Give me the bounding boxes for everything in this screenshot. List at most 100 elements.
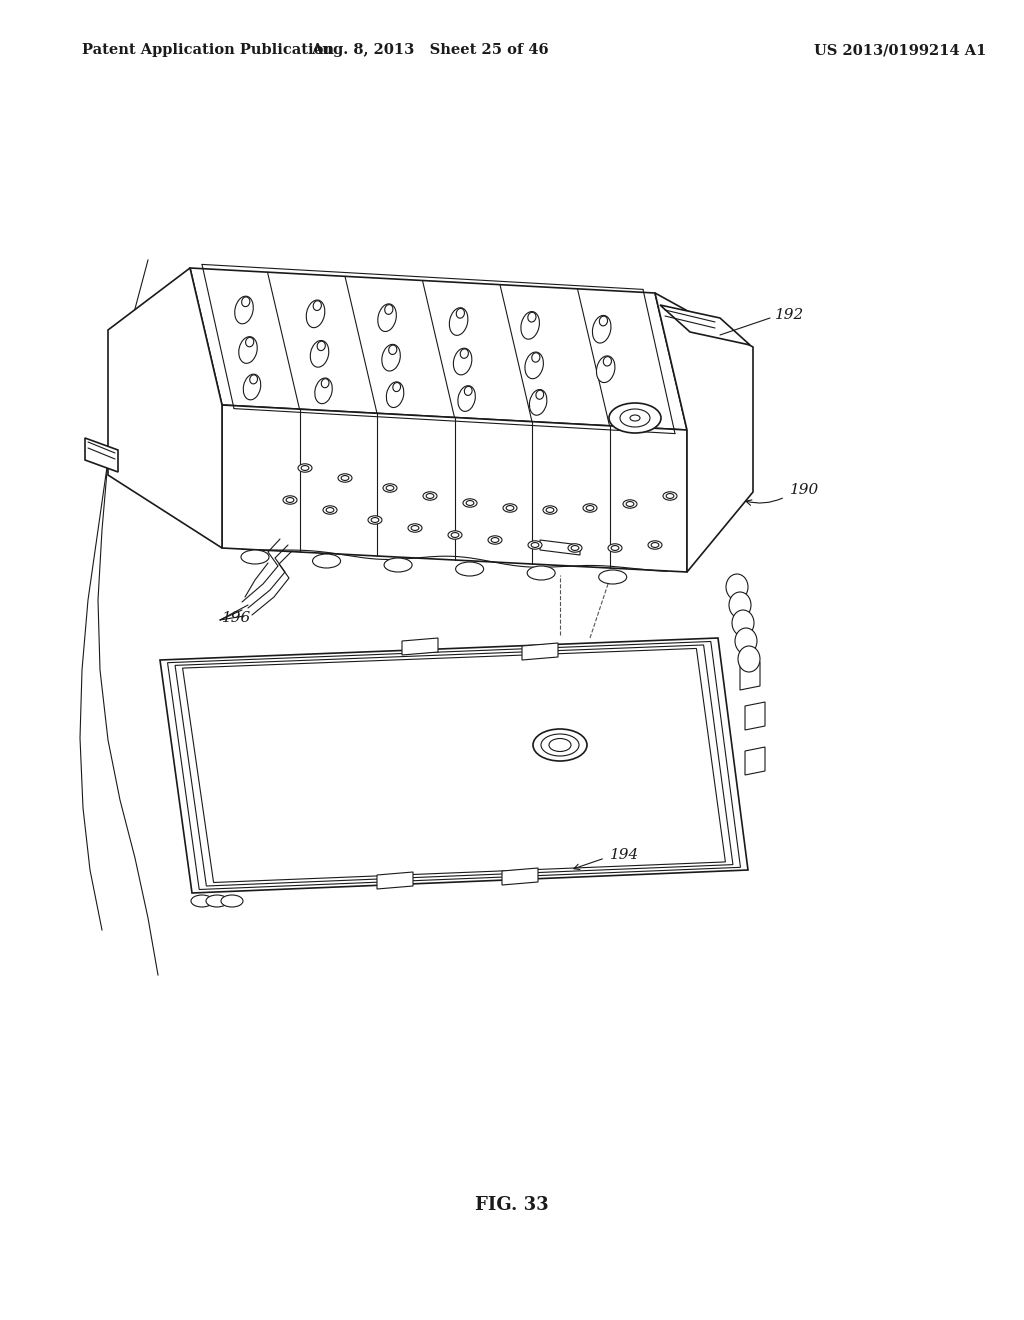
Ellipse shape xyxy=(586,506,594,511)
Ellipse shape xyxy=(623,500,637,508)
Ellipse shape xyxy=(651,543,658,548)
Ellipse shape xyxy=(466,500,474,506)
Ellipse shape xyxy=(506,506,514,511)
Ellipse shape xyxy=(246,338,254,347)
Ellipse shape xyxy=(457,309,465,318)
Ellipse shape xyxy=(384,558,412,572)
Ellipse shape xyxy=(323,506,337,515)
Ellipse shape xyxy=(543,506,557,515)
Ellipse shape xyxy=(206,895,228,907)
Ellipse shape xyxy=(386,381,403,408)
Ellipse shape xyxy=(503,504,517,512)
Ellipse shape xyxy=(322,379,329,388)
Ellipse shape xyxy=(527,313,536,322)
Polygon shape xyxy=(108,268,222,548)
Polygon shape xyxy=(175,645,733,886)
Ellipse shape xyxy=(239,337,257,363)
Polygon shape xyxy=(655,293,753,572)
Ellipse shape xyxy=(568,544,582,552)
Ellipse shape xyxy=(663,492,677,500)
Ellipse shape xyxy=(531,352,540,362)
Polygon shape xyxy=(377,873,413,888)
Text: 196: 196 xyxy=(222,611,251,624)
Ellipse shape xyxy=(412,525,419,531)
Ellipse shape xyxy=(630,414,640,421)
Ellipse shape xyxy=(221,895,243,907)
Polygon shape xyxy=(160,638,748,894)
Ellipse shape xyxy=(603,356,611,366)
Ellipse shape xyxy=(310,341,329,367)
Ellipse shape xyxy=(408,524,422,532)
Polygon shape xyxy=(85,438,118,473)
Ellipse shape xyxy=(536,391,544,399)
Ellipse shape xyxy=(464,387,472,396)
Text: 190: 190 xyxy=(790,483,819,498)
Ellipse shape xyxy=(378,304,396,331)
Text: US 2013/0199214 A1: US 2013/0199214 A1 xyxy=(814,44,986,57)
Ellipse shape xyxy=(626,502,634,507)
Polygon shape xyxy=(745,702,765,730)
Ellipse shape xyxy=(314,378,332,404)
Ellipse shape xyxy=(599,317,607,326)
Ellipse shape xyxy=(599,570,627,583)
Ellipse shape xyxy=(458,385,475,412)
Ellipse shape xyxy=(385,305,393,314)
Ellipse shape xyxy=(191,895,213,907)
Ellipse shape xyxy=(726,574,748,601)
Ellipse shape xyxy=(393,383,400,392)
Ellipse shape xyxy=(546,508,554,512)
Ellipse shape xyxy=(312,554,341,568)
Ellipse shape xyxy=(620,409,650,426)
Polygon shape xyxy=(168,642,740,890)
Ellipse shape xyxy=(732,610,754,636)
Ellipse shape xyxy=(608,544,622,552)
Ellipse shape xyxy=(531,543,539,548)
Ellipse shape xyxy=(244,374,261,400)
Ellipse shape xyxy=(492,537,499,543)
Ellipse shape xyxy=(426,494,434,499)
Ellipse shape xyxy=(456,562,483,576)
Ellipse shape xyxy=(729,591,751,618)
Text: 192: 192 xyxy=(775,308,804,322)
Ellipse shape xyxy=(529,389,547,416)
Ellipse shape xyxy=(313,301,322,310)
Ellipse shape xyxy=(735,628,757,653)
Ellipse shape xyxy=(609,403,662,433)
Ellipse shape xyxy=(593,315,611,343)
Ellipse shape xyxy=(383,484,397,492)
Ellipse shape xyxy=(242,297,250,306)
Polygon shape xyxy=(222,405,687,572)
Ellipse shape xyxy=(283,496,297,504)
Ellipse shape xyxy=(301,466,309,470)
Ellipse shape xyxy=(423,492,437,500)
Polygon shape xyxy=(740,663,760,690)
Ellipse shape xyxy=(298,463,312,473)
Polygon shape xyxy=(540,540,580,554)
Ellipse shape xyxy=(371,517,379,523)
Ellipse shape xyxy=(541,734,579,756)
Polygon shape xyxy=(182,648,725,883)
Ellipse shape xyxy=(234,296,253,323)
Ellipse shape xyxy=(382,345,400,371)
Text: 194: 194 xyxy=(610,847,639,862)
Ellipse shape xyxy=(341,475,349,480)
Ellipse shape xyxy=(611,545,618,550)
Ellipse shape xyxy=(549,738,571,751)
Ellipse shape xyxy=(460,348,468,358)
Ellipse shape xyxy=(286,498,294,503)
Ellipse shape xyxy=(306,300,325,327)
Ellipse shape xyxy=(452,532,459,537)
Polygon shape xyxy=(660,305,750,345)
Ellipse shape xyxy=(534,729,587,762)
Ellipse shape xyxy=(463,499,477,507)
Ellipse shape xyxy=(368,516,382,524)
Ellipse shape xyxy=(389,345,397,355)
Ellipse shape xyxy=(648,541,662,549)
Ellipse shape xyxy=(738,645,760,672)
Ellipse shape xyxy=(527,566,555,579)
Ellipse shape xyxy=(386,486,394,491)
Ellipse shape xyxy=(450,308,468,335)
Polygon shape xyxy=(745,747,765,775)
Ellipse shape xyxy=(596,356,615,383)
Ellipse shape xyxy=(317,342,326,351)
